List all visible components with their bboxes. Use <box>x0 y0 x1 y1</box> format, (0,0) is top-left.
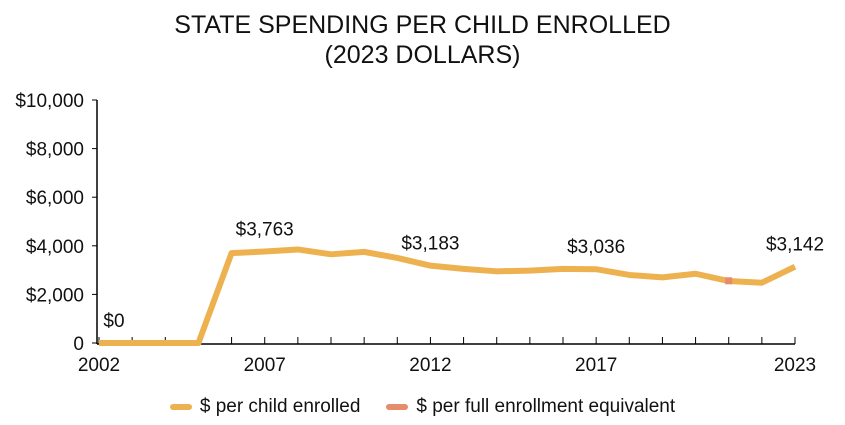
legend-item-per-child: $ per child enrolled <box>169 396 361 418</box>
y-tick-label: 0 <box>73 334 84 355</box>
chart-title: STATE SPENDING PER CHILD ENROLLED (2023 … <box>0 10 845 70</box>
chart-title-line-1: STATE SPENDING PER CHILD ENROLLED <box>174 11 671 39</box>
x-tick-label: 2017 <box>575 355 617 376</box>
y-tick-label: $6,000 <box>26 188 84 209</box>
y-tick-label: $10,000 <box>15 91 84 112</box>
x-tick-label: 2012 <box>409 355 451 376</box>
x-tick-label: 2007 <box>244 355 286 376</box>
legend-swatch-full-enrollment <box>386 404 409 410</box>
y-tick-label: $2,000 <box>26 285 84 306</box>
y-tick-label: $4,000 <box>26 237 84 258</box>
legend-label-per-child: $ per child enrolled <box>199 396 361 417</box>
data-label: $3,763 <box>236 220 294 241</box>
data-label: $3,183 <box>401 234 459 255</box>
data-label: $3,142 <box>766 235 824 256</box>
legend-label-full-enrollment: $ per full enrollment equivalent <box>416 396 676 417</box>
x-tick-label: 2023 <box>774 355 816 376</box>
legend-swatch-per-child <box>169 404 192 410</box>
legend: $ per child enrolled $ per full enrollme… <box>0 396 845 418</box>
series-point-1 <box>725 277 733 285</box>
y-tick-label: $8,000 <box>26 140 84 161</box>
data-label: $3,036 <box>567 237 625 258</box>
series-line-0 <box>99 246 797 346</box>
chart-title-line-2: (2023 DOLLARS) <box>324 41 521 69</box>
data-label: $0 <box>103 311 124 332</box>
x-tick-label: 2002 <box>78 355 120 376</box>
legend-item-full-enrollment: $ per full enrollment equivalent <box>386 396 675 418</box>
